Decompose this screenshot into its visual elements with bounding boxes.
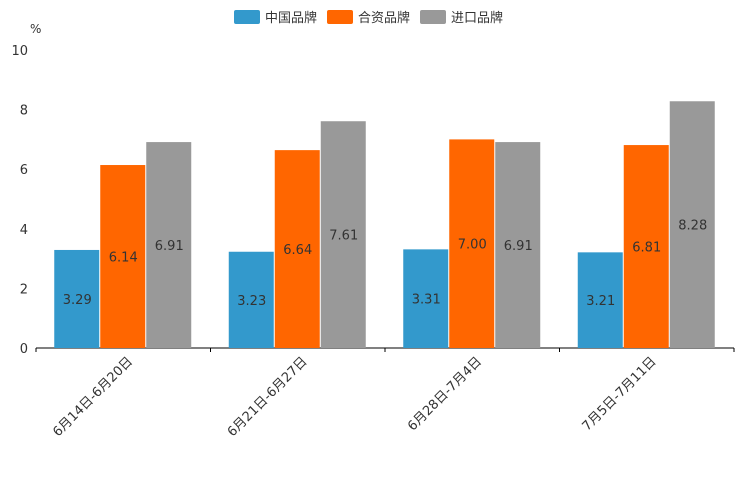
bar bbox=[146, 142, 192, 348]
x-tick-label: 6月21日-6月27日 bbox=[225, 354, 311, 440]
data-label: 7.61 bbox=[329, 229, 358, 244]
bar bbox=[403, 249, 449, 348]
y-tick-label: 6 bbox=[20, 163, 28, 178]
bar bbox=[228, 251, 274, 348]
legend-label-import: 进口品牌 bbox=[451, 11, 504, 26]
y-tick-label: 8 bbox=[20, 104, 28, 119]
data-label: 7.00 bbox=[458, 238, 487, 253]
bar bbox=[54, 249, 100, 348]
data-label: 3.21 bbox=[586, 294, 615, 309]
y-tick-label: 0 bbox=[20, 342, 28, 357]
bar bbox=[274, 150, 320, 348]
legend-item-china[interactable]: 中国品牌 bbox=[234, 7, 317, 26]
bar bbox=[669, 101, 715, 348]
bar bbox=[495, 142, 541, 348]
y-tick-label: 2 bbox=[20, 282, 28, 297]
legend-label-china: 中国品牌 bbox=[265, 11, 318, 26]
bar bbox=[320, 121, 366, 348]
bar bbox=[449, 139, 495, 348]
y-tick-label: 4 bbox=[20, 223, 28, 238]
data-label: 6.81 bbox=[632, 241, 661, 256]
data-label: 6.91 bbox=[155, 239, 184, 254]
legend-item-import[interactable]: 进口品牌 bbox=[420, 7, 503, 26]
data-label: 6.14 bbox=[109, 251, 138, 266]
x-tick-label: 7月5日-7月11日 bbox=[580, 354, 660, 434]
y-axis-unit: % bbox=[30, 22, 42, 36]
legend: 中国品牌 合资品牌 进口品牌 bbox=[234, 7, 503, 26]
x-tick-label: 6月14日-6月20日 bbox=[50, 354, 136, 440]
legend-swatch-import bbox=[420, 9, 447, 24]
data-label: 8.28 bbox=[678, 219, 707, 234]
x-tick-label: 6月28日-7月4日 bbox=[405, 354, 485, 434]
legend-swatch-china bbox=[234, 9, 260, 24]
bar bbox=[577, 252, 623, 348]
legend-item-joint[interactable]: 合资品牌 bbox=[327, 7, 410, 26]
data-label: 3.29 bbox=[63, 293, 92, 308]
data-label: 6.64 bbox=[283, 243, 312, 258]
data-label: 3.31 bbox=[412, 293, 441, 308]
legend-swatch-joint bbox=[327, 9, 354, 24]
bar bbox=[100, 165, 146, 348]
y-tick-label: 10 bbox=[11, 44, 28, 59]
bar bbox=[623, 145, 669, 348]
legend-label-joint: 合资品牌 bbox=[358, 11, 411, 26]
data-label: 6.91 bbox=[504, 239, 533, 254]
data-label: 3.23 bbox=[237, 294, 266, 309]
